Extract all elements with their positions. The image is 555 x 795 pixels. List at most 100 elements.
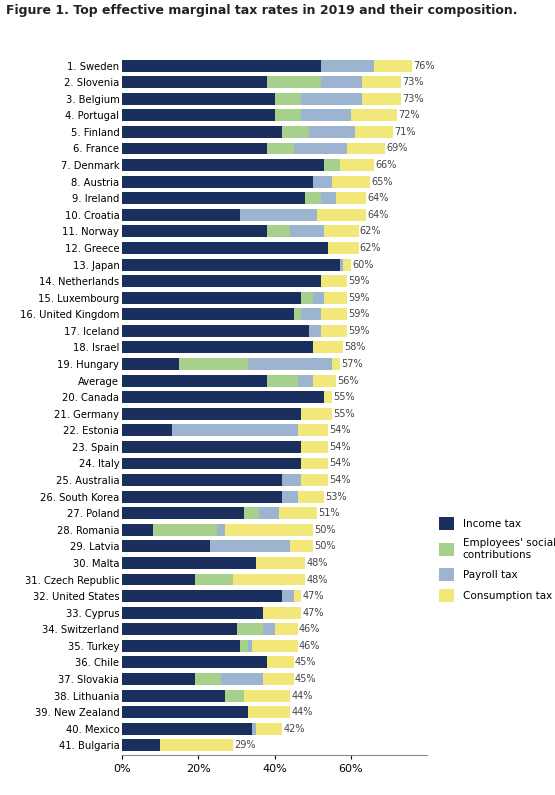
Text: 62%: 62% <box>360 227 381 236</box>
Text: Figure 1. Top effective marginal tax rates in 2019 and their composition.: Figure 1. Top effective marginal tax rat… <box>6 4 517 17</box>
Text: 60%: 60% <box>352 259 374 270</box>
Bar <box>122 110 275 122</box>
Bar <box>122 275 321 287</box>
Bar <box>355 126 393 138</box>
Text: 59%: 59% <box>349 309 370 320</box>
Bar <box>195 673 221 685</box>
Text: 53%: 53% <box>325 491 347 502</box>
Bar <box>248 640 252 652</box>
Bar <box>321 325 347 337</box>
Bar <box>122 142 267 154</box>
Bar <box>122 408 301 420</box>
Legend: Income tax, Employees' social
contributions, Payroll tax, Consumption tax: Income tax, Employees' social contributi… <box>438 517 555 602</box>
Bar <box>313 374 336 386</box>
Bar <box>263 623 275 635</box>
Bar <box>374 60 412 72</box>
Bar <box>336 192 366 204</box>
Bar <box>301 308 321 320</box>
Text: 56%: 56% <box>337 375 359 386</box>
Bar <box>362 76 401 88</box>
Bar <box>313 292 324 304</box>
Text: 51%: 51% <box>318 508 339 518</box>
Bar <box>297 374 313 386</box>
Bar <box>313 342 344 354</box>
Text: 58%: 58% <box>345 343 366 352</box>
Bar <box>267 374 297 386</box>
Bar <box>290 541 313 553</box>
Bar <box>122 176 313 188</box>
Bar <box>122 706 248 718</box>
Bar <box>248 358 332 370</box>
Bar <box>122 689 225 701</box>
Text: 57%: 57% <box>341 359 362 369</box>
Bar <box>332 176 370 188</box>
Bar <box>218 524 225 536</box>
Bar <box>301 292 313 304</box>
Bar <box>259 507 279 519</box>
Bar <box>195 573 233 585</box>
Text: 71%: 71% <box>394 127 416 137</box>
Text: 65%: 65% <box>371 176 393 187</box>
Text: 59%: 59% <box>349 293 370 303</box>
Text: 47%: 47% <box>302 607 324 618</box>
Bar <box>153 524 218 536</box>
Text: 44%: 44% <box>291 707 312 717</box>
Text: 62%: 62% <box>360 243 381 253</box>
Text: 72%: 72% <box>398 111 420 120</box>
Bar <box>267 657 294 669</box>
Text: 55%: 55% <box>333 392 355 402</box>
Bar <box>122 342 313 354</box>
Bar <box>321 76 362 88</box>
Bar <box>248 706 290 718</box>
Bar <box>321 275 347 287</box>
Text: 50%: 50% <box>314 525 336 535</box>
Bar <box>294 142 347 154</box>
Bar <box>122 425 171 436</box>
Bar <box>122 441 301 453</box>
Bar <box>256 723 282 735</box>
Bar <box>122 491 282 502</box>
Bar <box>324 159 340 171</box>
Bar <box>321 308 347 320</box>
Bar <box>122 623 236 635</box>
Bar <box>347 142 385 154</box>
Bar <box>340 159 374 171</box>
Bar <box>309 325 321 337</box>
Text: 64%: 64% <box>367 210 389 219</box>
Text: 73%: 73% <box>402 77 423 87</box>
Bar <box>282 474 301 486</box>
Bar <box>122 159 324 171</box>
Bar <box>122 573 195 585</box>
Text: 50%: 50% <box>314 541 336 552</box>
Bar <box>275 110 301 122</box>
Bar <box>122 739 160 751</box>
Text: 29%: 29% <box>234 740 255 750</box>
Text: 46%: 46% <box>299 624 320 634</box>
Bar <box>122 192 305 204</box>
Bar <box>301 408 332 420</box>
Bar <box>236 623 263 635</box>
Bar <box>267 226 290 238</box>
Bar <box>294 590 301 602</box>
Bar <box>282 491 297 502</box>
Bar <box>332 358 340 370</box>
Bar <box>313 176 332 188</box>
Bar <box>122 358 179 370</box>
Text: 47%: 47% <box>302 591 324 601</box>
Bar <box>122 325 309 337</box>
Bar <box>244 507 259 519</box>
Bar <box>122 590 282 602</box>
Bar <box>344 258 351 270</box>
Bar <box>279 507 317 519</box>
Bar <box>122 292 301 304</box>
Bar <box>301 93 362 105</box>
Bar <box>297 491 324 502</box>
Bar <box>362 93 401 105</box>
Text: 44%: 44% <box>291 691 312 700</box>
Bar <box>122 474 282 486</box>
Bar <box>324 391 332 403</box>
Bar <box>122 209 240 221</box>
Bar <box>240 640 248 652</box>
Bar <box>122 76 267 88</box>
Bar <box>275 623 297 635</box>
